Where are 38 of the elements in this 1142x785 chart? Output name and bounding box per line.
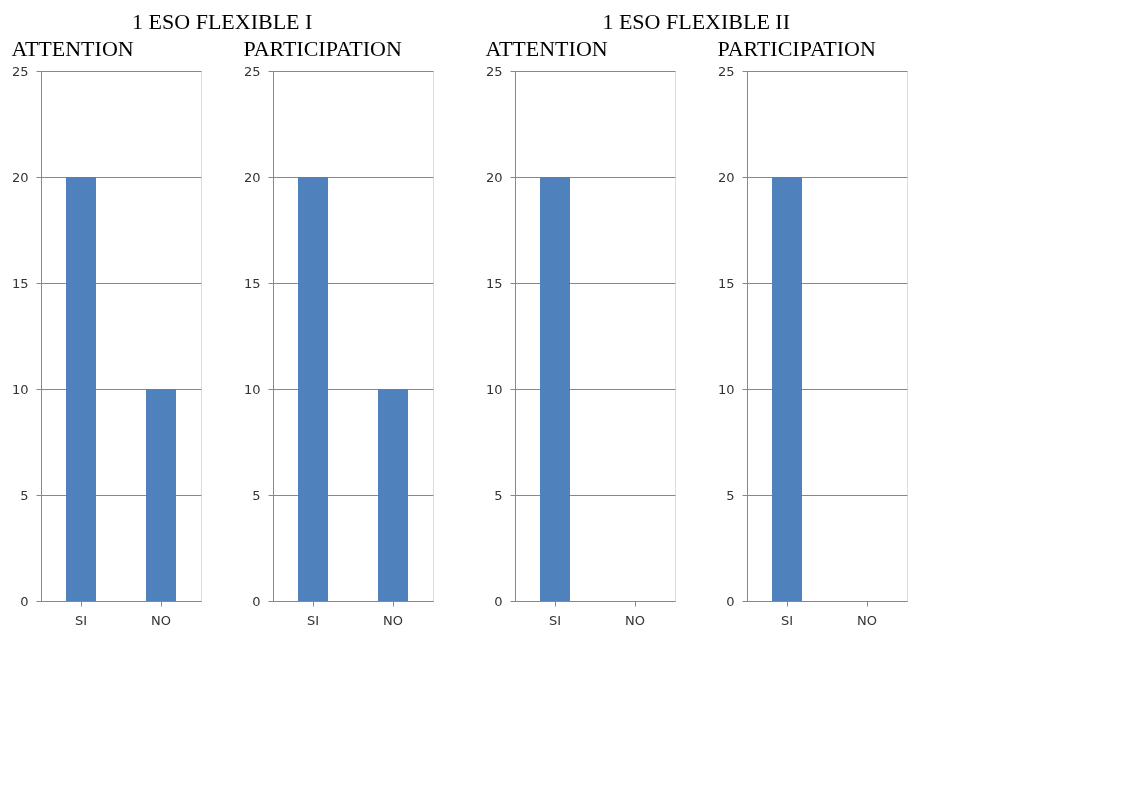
y-tick-label: 15 bbox=[485, 275, 503, 291]
y-tick-label: 5 bbox=[494, 487, 503, 503]
y-tick-label: 20 bbox=[243, 169, 261, 185]
y-tick-label: 0 bbox=[252, 593, 261, 609]
y-tick-label: 20 bbox=[717, 169, 735, 185]
chart-title: PARTICIPATION bbox=[243, 36, 402, 61]
y-tick-label: 25 bbox=[485, 63, 503, 79]
x-tick-label: NO bbox=[857, 612, 877, 628]
x-tick-label: NO bbox=[625, 612, 645, 628]
y-tick-label: 15 bbox=[717, 275, 735, 291]
y-tick-label: 10 bbox=[717, 381, 735, 397]
y-tick-label: 15 bbox=[243, 275, 261, 291]
x-tick-label: NO bbox=[151, 612, 171, 628]
y-tick-label: 0 bbox=[20, 593, 29, 609]
text: 1 ESO FLEXIBLE II bbox=[602, 8, 791, 34]
y-tick-label: 20 bbox=[485, 169, 503, 185]
y-tick-label: 10 bbox=[243, 381, 261, 397]
y-tick-label: 5 bbox=[726, 487, 735, 503]
chart-title: ATTENTION bbox=[11, 36, 134, 61]
x-tick-label: NO bbox=[383, 612, 403, 628]
y-tick-label: 25 bbox=[717, 63, 735, 79]
y-tick-label: 25 bbox=[11, 63, 29, 79]
chart-title: PARTICIPATION bbox=[717, 36, 876, 61]
chart-title: ATTENTION bbox=[485, 36, 608, 61]
y-tick-label: 5 bbox=[20, 487, 29, 503]
text: 1 ESO FLEXIBLE I bbox=[132, 8, 313, 34]
y-tick-label: 10 bbox=[485, 381, 503, 397]
y-tick-label: 0 bbox=[494, 593, 503, 609]
y-tick-label: 15 bbox=[11, 275, 29, 291]
y-tick-label: 0 bbox=[726, 593, 735, 609]
y-tick-label: 20 bbox=[11, 169, 29, 185]
y-tick-label: 10 bbox=[11, 381, 29, 397]
x-tick-label: SI bbox=[306, 612, 320, 628]
x-tick-label: SI bbox=[74, 612, 88, 628]
x-tick-label: SI bbox=[548, 612, 562, 628]
x-tick-label: SI bbox=[780, 612, 794, 628]
y-tick-label: 5 bbox=[252, 487, 261, 503]
y-tick-label: 25 bbox=[243, 63, 261, 79]
